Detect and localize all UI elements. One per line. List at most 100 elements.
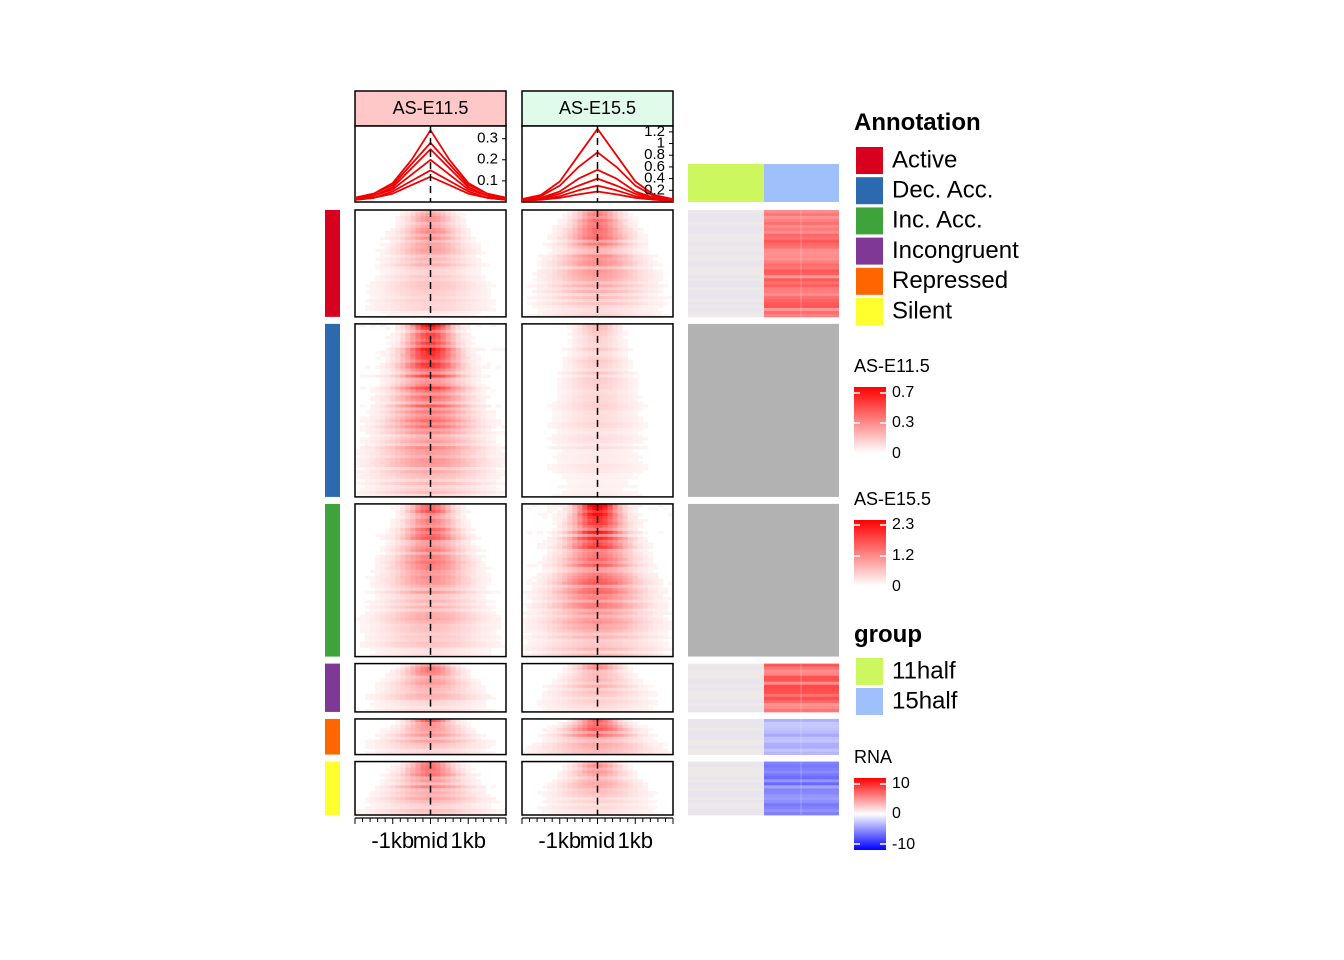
heatmap-cell bbox=[375, 581, 381, 586]
heatmap-cell bbox=[607, 392, 613, 396]
heatmap-cell bbox=[475, 266, 482, 270]
heatmap-cell bbox=[627, 365, 634, 369]
heatmap-cell bbox=[385, 290, 391, 294]
heatmap-cell bbox=[582, 467, 588, 471]
heatmap-cell bbox=[475, 305, 482, 309]
heatmap-cell bbox=[465, 587, 472, 592]
heatmap-cell bbox=[632, 248, 639, 252]
heatmap-cell bbox=[420, 452, 426, 456]
heatmap-cell bbox=[425, 413, 431, 417]
heatmap-cell bbox=[385, 632, 391, 636]
heatmap-cell bbox=[485, 404, 492, 408]
heatmap-cell bbox=[617, 356, 623, 360]
heatmap-cell bbox=[450, 371, 456, 375]
heatmap-cell bbox=[380, 467, 386, 471]
heatmap-cell bbox=[577, 374, 583, 378]
heatmap-cell bbox=[380, 251, 386, 255]
heatmap-cell bbox=[485, 440, 492, 444]
heatmap-cell bbox=[440, 548, 446, 553]
heatmap-cell bbox=[557, 493, 563, 497]
heatmap-cell bbox=[612, 416, 618, 420]
rna-cell bbox=[688, 305, 764, 309]
heatmap-cell bbox=[425, 293, 431, 297]
heatmap-cell bbox=[360, 626, 366, 630]
heatmap-cell bbox=[405, 407, 411, 411]
heatmap-cell bbox=[420, 481, 426, 486]
heatmap-cell bbox=[475, 593, 482, 598]
heatmap-cell bbox=[460, 374, 467, 378]
heatmap-cell bbox=[430, 419, 436, 423]
heatmap-cell bbox=[385, 236, 391, 240]
heatmap-cell bbox=[400, 245, 406, 249]
heatmap-cell bbox=[410, 635, 416, 639]
rna-cell bbox=[688, 257, 764, 261]
heatmap-cell bbox=[652, 296, 659, 300]
heatmap-cell bbox=[385, 614, 391, 618]
heatmap-cell bbox=[642, 437, 649, 441]
heatmap-cell bbox=[602, 395, 608, 399]
heatmap-cell bbox=[495, 617, 502, 621]
heatmap-cell bbox=[455, 353, 461, 357]
heatmap-cell bbox=[597, 329, 603, 334]
heatmap-cell bbox=[360, 446, 366, 450]
heatmap-cell bbox=[485, 428, 492, 432]
heatmap-cell bbox=[552, 266, 558, 270]
heatmap-cell bbox=[450, 641, 456, 645]
heatmap-cell bbox=[552, 407, 558, 411]
heatmap-cell bbox=[395, 635, 401, 639]
heatmap-cell bbox=[380, 461, 386, 465]
heatmap-cell bbox=[455, 356, 461, 360]
heatmap-cell bbox=[627, 215, 634, 220]
heatmap-cell bbox=[380, 437, 386, 441]
heatmap-cell bbox=[375, 587, 381, 592]
heatmap-cell bbox=[642, 422, 649, 426]
heatmap-cell bbox=[400, 479, 406, 483]
heatmap-cell bbox=[415, 437, 421, 441]
heatmap-cell bbox=[597, 254, 603, 258]
heatmap-cell bbox=[617, 404, 623, 408]
heatmap-cell bbox=[612, 284, 618, 288]
heatmap-cell bbox=[567, 452, 573, 456]
heatmap-cell bbox=[365, 307, 371, 312]
heatmap-cell bbox=[547, 290, 553, 294]
heatmap-cell bbox=[587, 313, 593, 317]
heatmap-cell bbox=[435, 341, 441, 346]
heatmap-cell bbox=[380, 389, 386, 393]
heatmap-cell bbox=[405, 299, 411, 303]
heatmap-cell bbox=[435, 365, 441, 369]
heatmap-cell bbox=[587, 332, 593, 337]
heatmap-cell bbox=[597, 389, 603, 393]
rna-cell bbox=[688, 210, 764, 214]
heatmap-cell bbox=[562, 401, 568, 405]
heatmap-cell bbox=[425, 563, 431, 568]
heatmap-cell bbox=[632, 476, 639, 480]
heatmap-cell bbox=[425, 437, 431, 441]
heatmap-cell bbox=[602, 392, 608, 396]
heatmap-cell bbox=[465, 493, 472, 497]
heatmap-cell bbox=[430, 305, 436, 309]
heatmap-cell bbox=[572, 484, 578, 489]
heatmap-cell bbox=[445, 290, 451, 294]
heatmap-cell bbox=[587, 245, 593, 249]
heatmap-cell bbox=[562, 470, 568, 474]
heatmap-cell bbox=[500, 481, 506, 486]
heatmap-cell bbox=[602, 449, 608, 453]
heatmap-cell bbox=[385, 626, 391, 630]
heatmap-cell bbox=[567, 428, 573, 432]
heatmap-cell bbox=[430, 641, 436, 645]
heatmap-cell bbox=[577, 452, 583, 456]
heatmap-cell bbox=[430, 623, 436, 627]
heatmap-cell bbox=[420, 623, 426, 627]
heatmap-cell bbox=[400, 481, 406, 486]
heatmap-cell bbox=[435, 503, 441, 508]
heatmap-cell bbox=[460, 449, 467, 453]
heatmap-cell bbox=[375, 437, 381, 441]
rna-cell bbox=[764, 284, 839, 288]
heatmap-cell bbox=[632, 281, 639, 285]
heatmap-cell bbox=[410, 563, 416, 568]
rna-cell bbox=[764, 245, 839, 249]
heatmap-cell bbox=[597, 407, 603, 411]
heatmap-cell bbox=[420, 560, 426, 565]
heatmap-cell bbox=[440, 563, 446, 568]
heatmap-cell bbox=[425, 605, 431, 609]
